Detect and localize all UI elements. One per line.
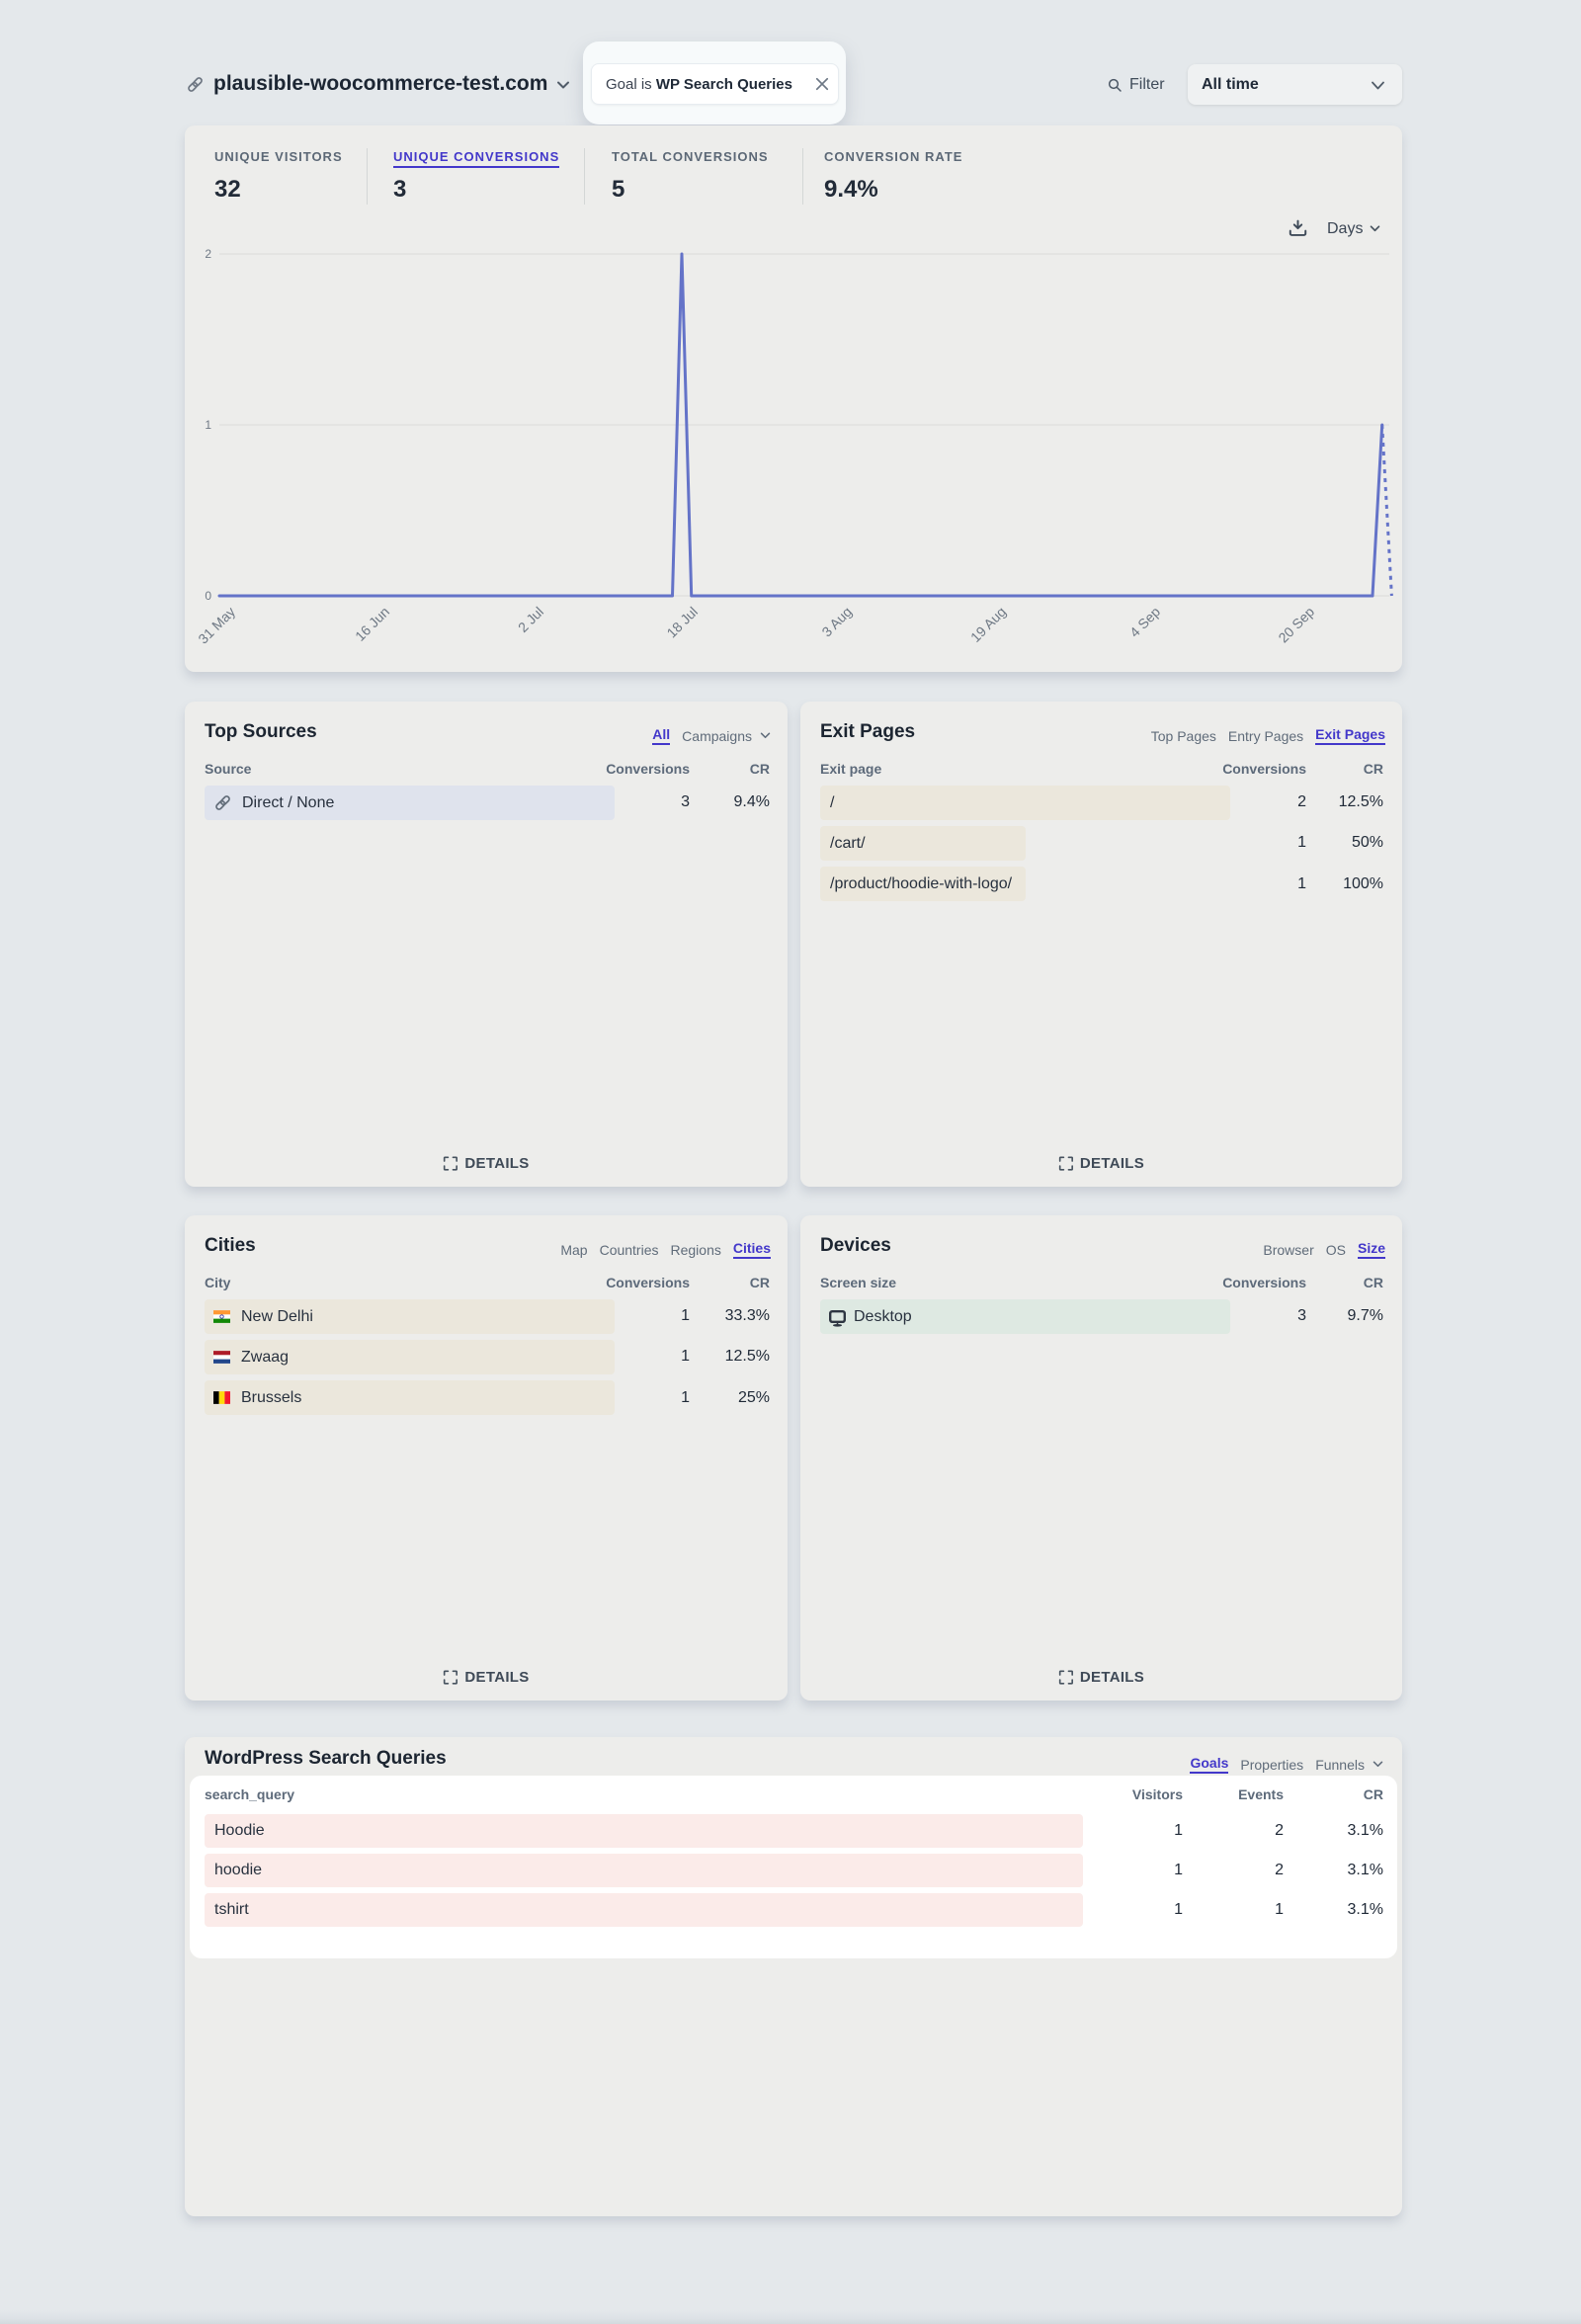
svg-text:16 Jun: 16 Jun	[352, 604, 392, 644]
svg-text:3 Aug: 3 Aug	[818, 604, 855, 640]
svg-text:18 Jul: 18 Jul	[663, 604, 701, 641]
svg-text:19 Aug: 19 Aug	[967, 604, 1009, 645]
svg-text:1: 1	[205, 418, 211, 432]
svg-text:4 Sep: 4 Sep	[1126, 604, 1163, 640]
svg-text:31 May: 31 May	[195, 604, 238, 647]
svg-text:2 Jul: 2 Jul	[515, 604, 546, 635]
svg-text:0: 0	[205, 589, 211, 603]
svg-text:2: 2	[205, 247, 211, 261]
svg-text:20 Sep: 20 Sep	[1275, 604, 1317, 646]
